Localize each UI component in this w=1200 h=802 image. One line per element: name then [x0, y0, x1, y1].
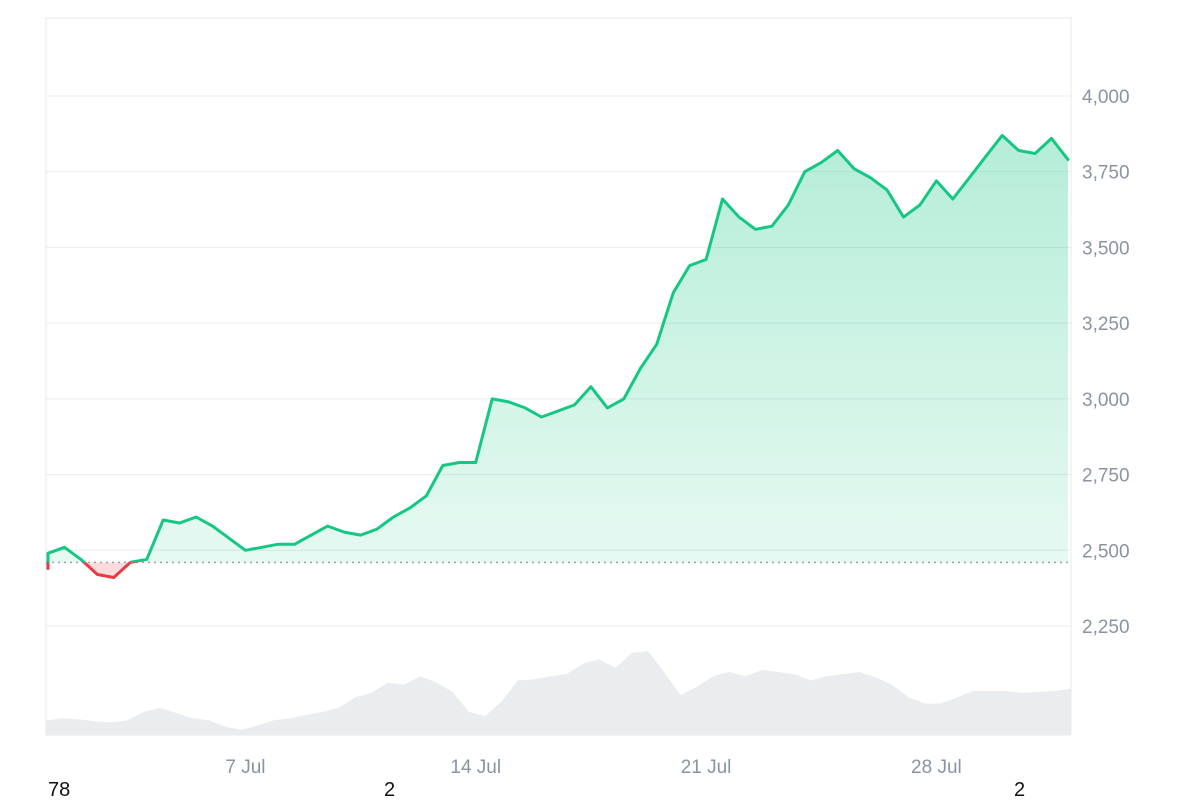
y-tick-label: 3,000: [1082, 390, 1130, 411]
volume-area: [46, 651, 1071, 735]
y-tick-label: 2,500: [1082, 541, 1130, 562]
price-area: [48, 135, 1068, 578]
corner-label-right: 2: [1014, 779, 1026, 801]
up-area-fill: [48, 135, 1068, 563]
x-tick-label: 21 Jul: [681, 757, 732, 778]
y-tick-label: 3,500: [1082, 238, 1130, 259]
price-line-up: [46, 133, 1070, 563]
y-tick-label: 2,750: [1082, 466, 1130, 487]
y-tick-label: 2,250: [1082, 617, 1130, 638]
y-tick-label: 3,750: [1082, 163, 1130, 184]
x-tick-label: 7 Jul: [225, 757, 265, 778]
corner-label-middle: 2: [384, 779, 396, 801]
y-tick-label: 4,000: [1082, 87, 1130, 108]
x-tick-label: 14 Jul: [450, 757, 501, 778]
x-tick-label: 28 Jul: [911, 757, 962, 778]
down-area-fill: [48, 562, 131, 578]
x-axis: 7 Jul 14 Jul 21 Jul 28 Jul: [225, 757, 961, 778]
price-line: [46, 133, 1070, 579]
corner-label-left: 78: [48, 779, 71, 801]
y-axis: 2,250 2,500 2,750 3,000 3,250 3,500 3,750 4,000: [1082, 87, 1130, 638]
y-tick-label: 3,250: [1082, 314, 1130, 335]
volume-fill: [46, 651, 1071, 735]
